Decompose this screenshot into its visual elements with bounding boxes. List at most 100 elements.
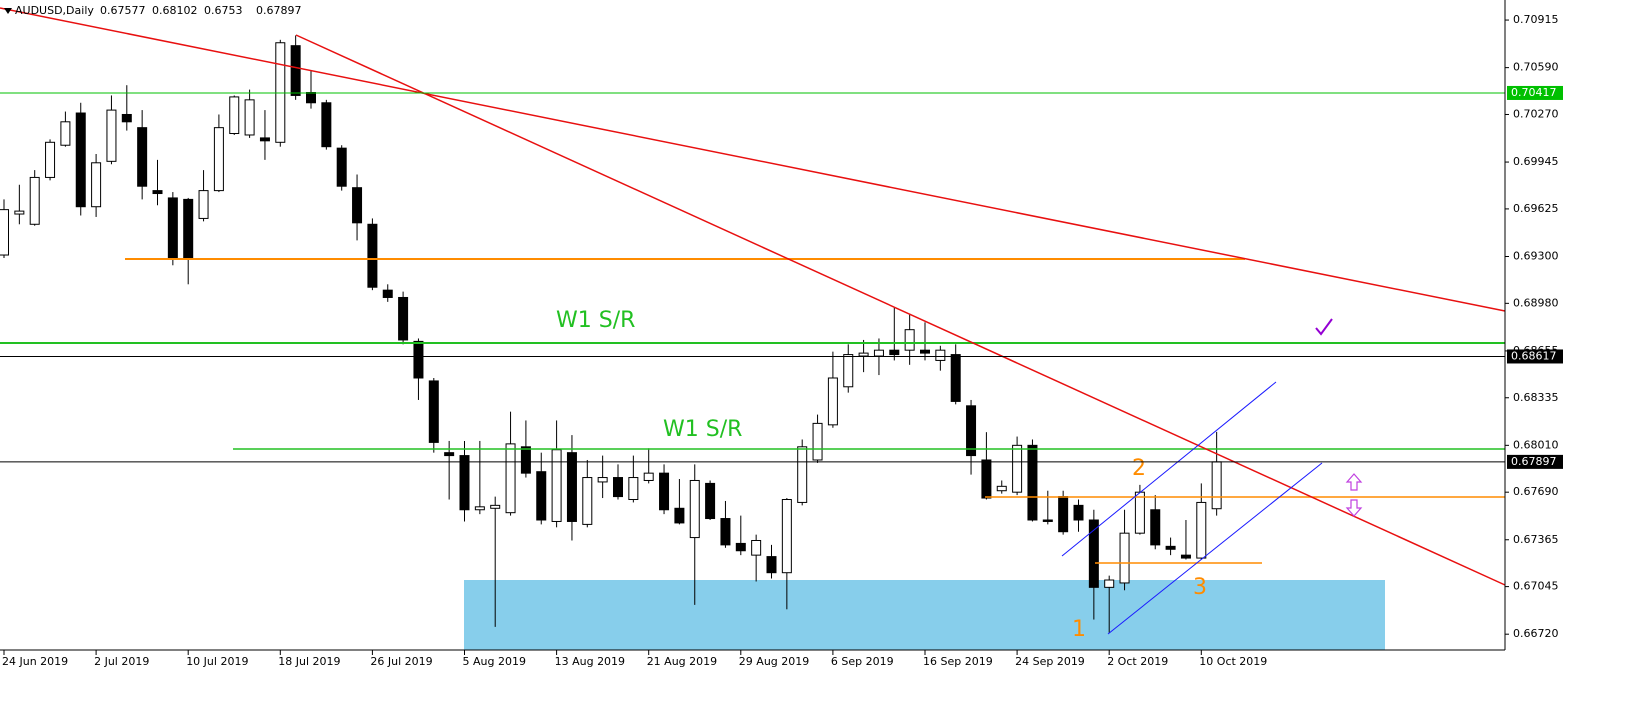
annotation: 2 bbox=[1132, 456, 1146, 481]
price-label-box bbox=[1507, 454, 1563, 469]
candle-body bbox=[459, 455, 470, 511]
candle-body bbox=[873, 349, 884, 357]
candle-body bbox=[1165, 545, 1176, 550]
trendline bbox=[295, 34, 1506, 586]
x-tick-label: 24 Jun 2019 bbox=[2, 655, 68, 668]
candle-body bbox=[1119, 532, 1130, 584]
candle-body bbox=[290, 45, 301, 96]
candle-body bbox=[582, 477, 593, 525]
candle-body bbox=[29, 176, 40, 225]
candle-body bbox=[1211, 461, 1222, 510]
candles bbox=[0, 35, 1222, 633]
x-tick-label: 2 Oct 2019 bbox=[1107, 655, 1168, 668]
price-label-box bbox=[1507, 85, 1563, 100]
candle-body bbox=[751, 539, 762, 556]
price-label: 0.68617 bbox=[1511, 349, 1557, 362]
candle-body bbox=[321, 102, 332, 148]
candle-body bbox=[474, 506, 485, 511]
candle-body bbox=[766, 556, 777, 574]
y-tick-label: 0.68335 bbox=[1513, 391, 1559, 404]
demand-zone bbox=[464, 580, 1385, 650]
arrow-down bbox=[1345, 499, 1363, 517]
x-tick-label: 10 Jul 2019 bbox=[186, 655, 248, 668]
x-tick-label: 6 Sep 2019 bbox=[831, 655, 894, 668]
candle-body bbox=[229, 96, 240, 135]
header-close: 0.67897 bbox=[256, 4, 302, 17]
candle-body bbox=[797, 446, 808, 503]
candle-body bbox=[812, 422, 823, 461]
candle-body bbox=[198, 190, 209, 219]
candle-body bbox=[1196, 501, 1207, 559]
y-tick-label: 0.70915 bbox=[1513, 13, 1559, 26]
candle-body bbox=[352, 187, 363, 224]
candle-body bbox=[428, 380, 439, 443]
x-tick-label: 26 Jul 2019 bbox=[370, 655, 432, 668]
x-tick-label: 24 Sep 2019 bbox=[1015, 655, 1085, 668]
y-tick-label: 0.67365 bbox=[1513, 533, 1559, 546]
candle-body bbox=[367, 223, 378, 288]
candle-body bbox=[382, 289, 393, 298]
candle-body bbox=[152, 190, 163, 195]
candle-body bbox=[659, 472, 670, 511]
candle-body bbox=[843, 354, 854, 388]
menu-triangle bbox=[4, 8, 12, 14]
candle-body bbox=[566, 452, 577, 522]
candle-body bbox=[996, 485, 1007, 492]
candle-body bbox=[981, 459, 992, 499]
candle-body bbox=[889, 349, 900, 356]
candle-body bbox=[597, 477, 608, 483]
candle-body bbox=[444, 452, 455, 457]
candle-body bbox=[1012, 444, 1023, 493]
candle-body bbox=[1058, 496, 1069, 533]
candle-body bbox=[827, 377, 838, 426]
candle-body bbox=[1073, 504, 1084, 521]
candle-body bbox=[705, 482, 716, 520]
candle-body bbox=[966, 405, 977, 457]
candle-body bbox=[505, 443, 516, 514]
y-tick-label: 0.69300 bbox=[1513, 249, 1559, 262]
trendline bbox=[0, 7, 1506, 312]
price-label: 0.70417 bbox=[1511, 86, 1557, 99]
annotation: W1 S/R bbox=[556, 308, 635, 333]
candle-body bbox=[490, 504, 501, 509]
x-tick-label: 29 Aug 2019 bbox=[739, 655, 809, 668]
candle-body bbox=[60, 121, 71, 146]
x-tick-label: 5 Aug 2019 bbox=[463, 655, 526, 668]
candle-body bbox=[106, 109, 117, 162]
candle-body bbox=[858, 352, 869, 357]
header-open: 0.67577 bbox=[100, 4, 146, 17]
y-tick-label: 0.67045 bbox=[1513, 580, 1559, 593]
channel-line bbox=[1061, 381, 1277, 557]
candle-body bbox=[520, 446, 531, 474]
y-tick-label: 0.69625 bbox=[1513, 202, 1559, 215]
candle-body bbox=[0, 209, 9, 256]
candle-body bbox=[536, 471, 547, 521]
x-tick-label: 10 Oct 2019 bbox=[1199, 655, 1267, 668]
channel-line bbox=[1107, 462, 1323, 635]
header-low: 0.6753 bbox=[204, 4, 243, 17]
candle-body bbox=[167, 197, 178, 259]
y-tick-label: 0.68010 bbox=[1513, 438, 1559, 451]
axes: AUDUSD,Daily 0.67577 0.68102 0.6753 0.67… bbox=[0, 0, 1563, 668]
x-tick-label: 13 Aug 2019 bbox=[555, 655, 625, 668]
annotation: 3 bbox=[1193, 575, 1207, 600]
candle-body bbox=[904, 329, 915, 351]
candle-body bbox=[213, 127, 224, 192]
candle-body bbox=[14, 210, 25, 215]
header-high: 0.68102 bbox=[152, 4, 198, 17]
candle-body bbox=[1180, 554, 1191, 559]
candle-body bbox=[674, 507, 685, 524]
candle-body bbox=[183, 198, 194, 259]
candle-body bbox=[781, 499, 792, 574]
candle-body bbox=[720, 518, 731, 546]
candle-body bbox=[413, 340, 424, 379]
candle-body bbox=[306, 92, 316, 104]
x-tick-label: 2 Jul 2019 bbox=[94, 655, 149, 668]
candle-body bbox=[1027, 444, 1038, 521]
candle-body bbox=[75, 112, 86, 208]
candle-body bbox=[950, 354, 961, 402]
arrow-up bbox=[1345, 473, 1363, 491]
candle-body bbox=[1088, 519, 1099, 588]
candle-body bbox=[336, 147, 347, 187]
